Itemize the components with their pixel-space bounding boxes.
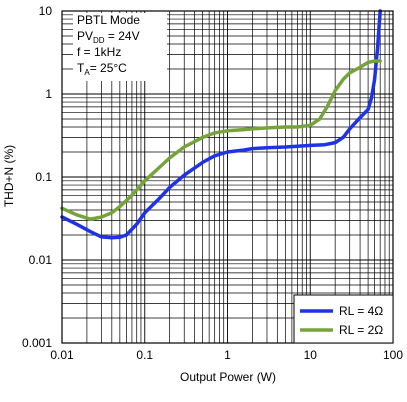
legend-box	[293, 294, 394, 344]
legend-label-rl-4ohm: RL = 4Ω	[339, 304, 383, 318]
series-lines	[60, 9, 382, 240]
x-tick-label: 100	[383, 348, 403, 362]
annotation-line-2: PVDD = 24V	[77, 29, 140, 45]
y-tick-label: 10	[39, 4, 53, 18]
annotation-line-4: TA= 25°C	[77, 61, 127, 77]
x-tick-label: 1	[224, 348, 231, 362]
x-tick-labels: 0.01 0.1 1 10 100	[50, 348, 403, 362]
plot-area-frame	[61, 10, 394, 344]
legend-label-rl-2ohm: RL = 2Ω	[339, 323, 383, 337]
x-axis-label: Output Power (W)	[180, 370, 276, 384]
annotation-background	[73, 13, 167, 81]
series-line-1	[60, 59, 382, 221]
x-tick-label: 0.01	[50, 348, 74, 362]
legend: RL = 4Ω RL = 2Ω	[293, 294, 394, 344]
annotation-line-3: f = 1kHz	[77, 45, 121, 59]
x-tick-label: 0.1	[136, 348, 153, 362]
y-tick-label: 0.001	[22, 336, 52, 350]
conditions-annotation: PBTL Mode PVDD = 24V f = 1kHz TA= 25°C	[73, 13, 167, 81]
y-tick-label: 0.1	[35, 170, 52, 184]
y-axis-label: THD+N (%)	[2, 145, 16, 207]
y-tick-label: 1	[45, 87, 52, 101]
series-line-0	[60, 9, 382, 240]
y-tick-labels: 10 1 0.1 0.01 0.001	[22, 4, 52, 350]
annotation-line-1: PBTL Mode	[77, 13, 140, 27]
y-tick-label: 0.01	[29, 253, 53, 267]
x-tick-label: 10	[304, 348, 318, 362]
